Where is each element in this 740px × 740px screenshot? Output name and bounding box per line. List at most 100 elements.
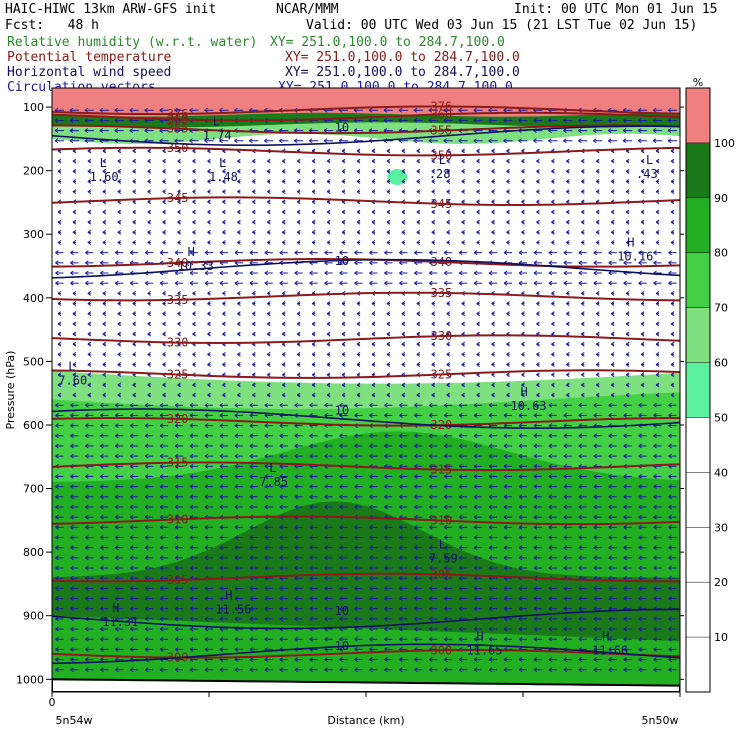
wind-arrowhead: [129, 646, 134, 652]
wind-arrowhead: [563, 270, 568, 276]
wind-arrowhead: [533, 545, 538, 551]
wind-arrowhead: [610, 311, 615, 317]
wind-arrowhead: [563, 494, 568, 500]
wind-arrowhead: [354, 636, 358, 642]
wind-arrowhead: [115, 280, 119, 286]
wind-arrowhead: [249, 565, 254, 571]
wind-arrowhead: [339, 565, 343, 571]
wind-arrowhead: [506, 158, 510, 164]
wind-arrowhead: [593, 270, 598, 276]
wind-arrowhead: [638, 474, 642, 479]
terrain: [52, 678, 680, 692]
wind-arrowhead: [384, 260, 388, 266]
wind-arrowhead: [85, 636, 89, 642]
wind-arrowhead: [488, 545, 493, 551]
wind-arrowhead: [339, 616, 343, 622]
wind-arrowhead: [162, 331, 166, 337]
wind-arrowhead: [414, 657, 418, 662]
wind-arrowhead: [638, 484, 642, 490]
wind-arrowhead: [518, 413, 523, 418]
wind-arrowhead: [192, 219, 196, 225]
y-tick-label: 100: [23, 101, 44, 114]
wind-arrowhead: [548, 484, 553, 490]
wind-arrowhead: [416, 351, 421, 357]
wind-arrowhead: [369, 565, 373, 571]
wind-arrowhead: [100, 626, 104, 632]
wind-arrowhead: [356, 362, 361, 367]
wind-arrowhead: [339, 494, 343, 500]
wind-arrowhead: [249, 616, 254, 622]
wind-arrowhead: [476, 158, 480, 164]
wind-arrowhead: [72, 331, 77, 337]
wind-arrowhead: [219, 585, 224, 591]
wind-arrowhead: [548, 565, 553, 571]
wind-arrowhead: [488, 585, 493, 591]
wind-arrowhead: [533, 433, 538, 439]
wind-arrowhead: [144, 596, 149, 601]
wind-arrowhead: [309, 524, 313, 530]
wind-arrowhead: [264, 494, 269, 500]
wind-arrowhead: [446, 311, 451, 317]
wind-arrowhead: [192, 229, 196, 235]
wind-arrowhead: [264, 474, 269, 479]
wind-arrowhead: [536, 351, 540, 357]
wind-arrowhead: [476, 209, 480, 215]
wind-arrowhead: [219, 545, 224, 551]
wind-arrowhead: [429, 474, 433, 479]
wind-arrowhead: [159, 514, 164, 520]
wind-arrowhead: [115, 514, 119, 520]
wind-arrowhead: [593, 474, 598, 479]
wind-arrowhead: [399, 545, 403, 551]
wind-arrowhead: [443, 514, 448, 520]
wind-arrowhead: [129, 524, 134, 530]
wind-arrowhead: [219, 494, 224, 500]
wind-arrowhead: [625, 209, 630, 215]
wind-arrowhead: [383, 118, 388, 123]
wind-arrowhead: [207, 392, 211, 398]
wind-arrowhead: [416, 362, 421, 367]
wind-extremum-type: H: [520, 385, 527, 399]
wind-arrowhead: [578, 514, 583, 520]
wind-arrowhead: [87, 179, 92, 184]
wind-arrowhead: [115, 585, 119, 591]
wind-arrowhead: [563, 118, 567, 123]
wind-arrowhead: [551, 321, 555, 327]
wind-arrowhead: [608, 484, 612, 490]
wind-arrowhead: [491, 148, 495, 154]
wind-arrowhead: [473, 585, 478, 591]
wind-arrowhead: [623, 504, 627, 510]
wind-arrowhead: [129, 433, 134, 439]
wind-arrowhead: [219, 463, 224, 469]
wind-arrowhead: [429, 596, 433, 601]
wind-arrowhead: [595, 158, 600, 164]
wind-arrowhead: [311, 321, 316, 327]
wind-arrowhead: [548, 657, 553, 662]
wind-arrowhead: [309, 606, 313, 612]
wind-extremum-type: L: [100, 156, 107, 170]
wind-arrowhead: [476, 321, 480, 327]
wind-arrowhead: [506, 341, 510, 347]
wind-arrowhead: [369, 270, 373, 276]
wind-arrowhead: [267, 290, 271, 296]
wind-arrowhead: [461, 341, 465, 347]
wind-arrowhead: [54, 128, 59, 134]
wind-arrowhead: [159, 667, 164, 673]
wind-arrowhead: [386, 321, 391, 327]
wind-arrowhead: [578, 413, 583, 418]
wind-arrowhead: [566, 240, 570, 245]
colorbar-band: [686, 88, 710, 143]
wind-arrowhead: [548, 260, 553, 266]
wind-arrowhead: [115, 535, 119, 540]
theta-label: 335: [167, 293, 189, 307]
wind-arrowhead: [144, 514, 149, 520]
wind-arrowhead: [234, 606, 239, 612]
wind-arrowhead: [369, 524, 373, 530]
wind-arrowhead: [267, 321, 271, 327]
wind-arrowhead: [386, 179, 391, 184]
wind-arrowhead: [279, 585, 284, 591]
wind-arrowhead: [429, 433, 433, 439]
wind-arrowhead: [55, 524, 59, 530]
wind-arrowhead: [416, 341, 421, 347]
wind-arrowhead: [162, 240, 166, 245]
